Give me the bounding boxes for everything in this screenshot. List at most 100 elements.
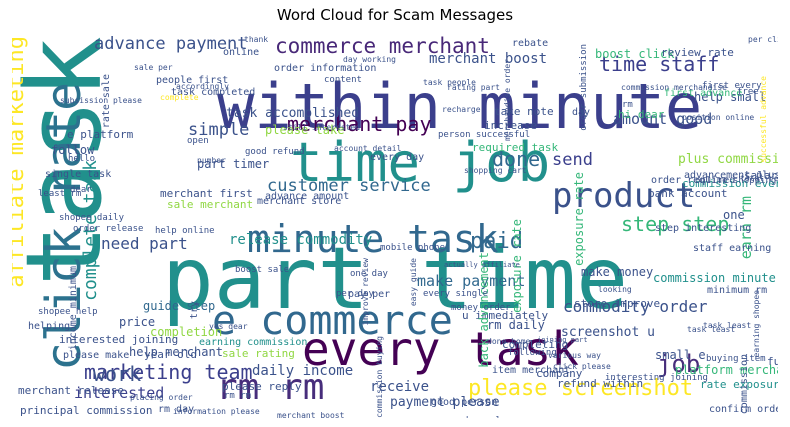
word-commission-merchandise-121: commission merchandise <box>621 83 727 92</box>
word-mobile-phone-93: mobile phone <box>380 243 446 253</box>
word-sale-per-157: sale per <box>134 63 173 72</box>
word-price-60: price <box>119 315 156 329</box>
word-dear-159: dear <box>70 185 92 195</box>
word-single-task-127: single task <box>45 169 112 180</box>
word-still-interested-117: still interested <box>283 123 361 132</box>
word-per-click-152: per click <box>748 36 778 44</box>
word-help-online-91: help online <box>155 226 215 236</box>
word-earn-commission-112: earn commission <box>739 354 750 418</box>
word-done-home-136: done home <box>487 337 531 346</box>
word-money-order-141: money order <box>451 303 511 313</box>
word-step-step-13: step step <box>621 212 730 236</box>
word-rm-rm-160: rm rm <box>224 391 252 401</box>
word-task-least-167: task least <box>687 325 736 334</box>
word-merchant-boost-24: merchant boost <box>429 51 548 67</box>
word-within-minute-2: within minute <box>217 70 703 143</box>
word-various-way-138: various way <box>548 351 601 360</box>
word-rating-part-123: rating part <box>447 83 500 92</box>
word-send-27: send <box>552 150 593 170</box>
word-following-137: following <box>508 348 557 358</box>
word-completing-102: completing <box>502 338 569 351</box>
word-buying-item-99: buying item <box>706 354 766 364</box>
word-e-commerce-6: e commerce <box>212 298 453 344</box>
word-customer-service-16: customer service <box>267 176 431 196</box>
word-online-101: online <box>223 47 260 58</box>
word-good-refund-115: good refund <box>245 147 305 157</box>
word-time-staff-22: time staff <box>599 52 720 76</box>
word-commission-minute-46: commission minute <box>653 271 776 285</box>
word-confirm-order-98: confirm order <box>709 404 778 415</box>
word-task-least-114: task least <box>703 321 752 330</box>
word-task-completed-85: task completed <box>171 87 256 98</box>
word-people-first-86: people first <box>156 75 229 86</box>
word-interesting-joining-113: interesting joining <box>605 373 708 383</box>
word-hi-dear-71: hi dear <box>618 108 665 121</box>
word-order-release-92: order release <box>73 224 144 234</box>
word-day-working-126: day working <box>343 55 396 64</box>
word-help-small-73: help small <box>694 90 767 104</box>
word-affiliate-marketing-9: affiliate marketing <box>12 36 29 288</box>
word-joining-part-170: joining part <box>537 336 588 344</box>
word-u-immediately-49: u immediately <box>462 309 549 322</box>
word-step-interesting-76: step interesting <box>655 223 752 234</box>
word-paid-21: paid <box>470 229 523 254</box>
word-platform-merchant-52: platform merchant <box>675 363 778 377</box>
word-e-platform-63: e platform <box>67 128 134 141</box>
word-screenshot-u-38: screenshot u <box>561 325 655 340</box>
word-information-please-162: information please <box>173 407 260 416</box>
word-task-accomplished-33: task accomplished <box>226 106 360 121</box>
word-need-part-20: need part <box>101 234 188 253</box>
word-company-108: company <box>536 367 583 380</box>
word-job-25: job <box>657 350 701 378</box>
word-account-detail-116: account detail <box>334 144 402 153</box>
word-make-money-47: make money <box>581 265 654 279</box>
word-advance-payment-23: advance payment <box>94 36 248 54</box>
word-placing-order-161: placing order <box>130 393 193 402</box>
word-try-149: try <box>189 301 200 320</box>
word-required-task-70: required task <box>472 141 559 154</box>
word-complete-156: complete <box>160 93 199 102</box>
word-rebate-100: rebate <box>512 38 549 49</box>
word-rm-daily-50: rm daily <box>487 318 545 332</box>
word-task-people-124: task people <box>423 78 476 87</box>
word-simple-18: simple <box>188 120 250 140</box>
word-completion-59: completion <box>150 325 223 339</box>
word-time-job-3: time job <box>290 131 551 194</box>
word-please-make-90: please make <box>63 350 130 361</box>
word-please-reply-57: please reply <box>222 380 302 393</box>
word-total-rebate-147: total rebate <box>740 174 778 183</box>
word-amount-good-28: amount good <box>613 110 713 128</box>
word-boost-sale-132: boost sale <box>235 265 290 275</box>
word-work-26: work <box>93 362 142 386</box>
word-pay-per-103: pay per <box>348 289 391 300</box>
word-help-merchant-54: help merchant <box>129 345 223 359</box>
word-least-rm-130: least rm <box>38 189 82 199</box>
word-commission-buying-164: commission buying <box>375 336 384 418</box>
word-per-day-104: per day <box>336 289 374 299</box>
word-principal-commission-88: principal commission <box>20 404 153 417</box>
word-commodity-order-30: commodity order <box>563 297 708 316</box>
word-thank-151: thank <box>244 36 269 44</box>
word-actually-affiliate-144: actually affiliate <box>444 261 520 269</box>
word-recharge-169: recharge <box>442 105 481 114</box>
word-rm-day-110: rm day <box>158 404 195 415</box>
word-order-required-75: order required <box>651 175 736 186</box>
word-day-171: day <box>572 107 591 118</box>
word-shopee-daily-148: shopee daily <box>59 213 125 223</box>
word-looking-139: looking <box>598 285 632 294</box>
word-review-rate-67: review rate <box>661 46 734 59</box>
word-first-advance-95: first advance <box>664 88 743 99</box>
word-earning-shopee-168: earning shopee <box>752 290 761 358</box>
word-part-time-1: part time <box>162 229 628 329</box>
word-one-day-105: one day <box>350 269 388 279</box>
word-advance-amount-82: advance amount <box>265 191 350 202</box>
word-open-133: open <box>187 136 209 146</box>
chart-title: Word Cloud for Scam Messages <box>276 6 514 24</box>
word-minimum-rm-78: minimum rm <box>707 285 768 296</box>
word-sale-rating-56: sale rating <box>222 347 295 360</box>
word-content-125: content <box>324 75 362 85</box>
word-minute-task-7: minute task <box>247 217 499 261</box>
word-advancement-plus-96: advancement plus <box>684 170 778 181</box>
word-commission-every-44: commission every <box>682 177 778 190</box>
word-part-timer-34: part timer <box>197 157 270 171</box>
